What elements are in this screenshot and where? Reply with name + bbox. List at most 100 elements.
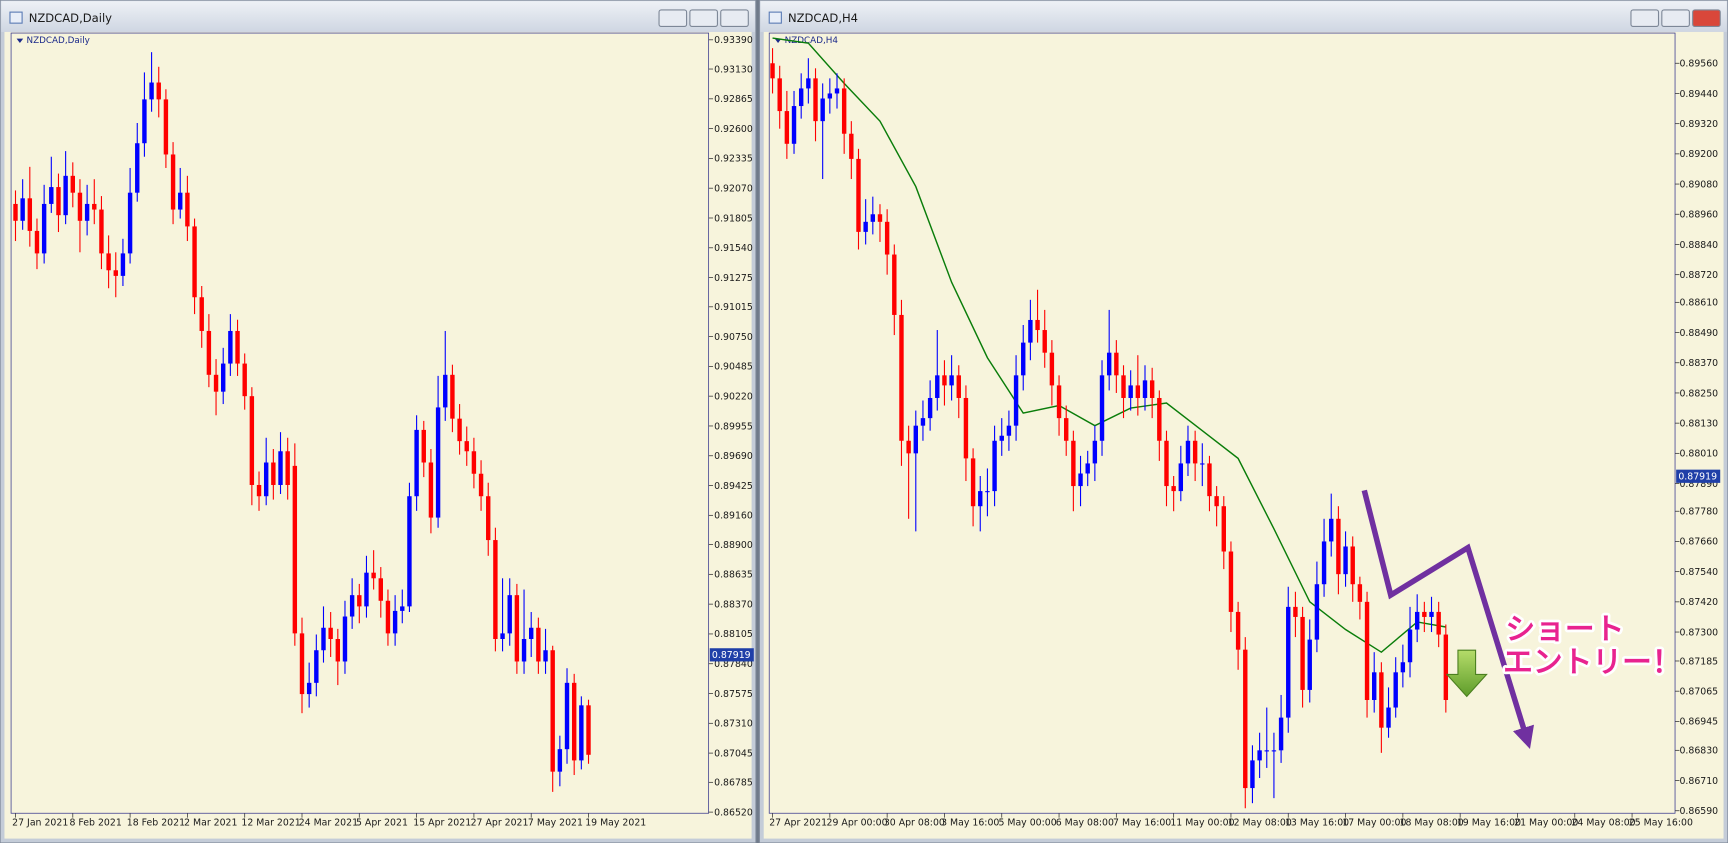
- candle-body: [1414, 611, 1420, 630]
- candle-body: [863, 221, 868, 232]
- candle-body: [1436, 611, 1441, 635]
- candle-body: [1386, 707, 1391, 728]
- x-tick-label: 15 Apr 2021: [413, 817, 471, 828]
- candle-body: [278, 451, 283, 485]
- candle-body: [1121, 375, 1126, 398]
- y-tick-label: 0.87310: [714, 719, 753, 730]
- candle-body: [1042, 330, 1047, 353]
- candle-body: [892, 254, 897, 315]
- candle-body: [378, 578, 383, 601]
- minimize-button[interactable]: [1630, 9, 1660, 27]
- candle-body: [27, 198, 33, 231]
- y-tick-label: 0.88105: [714, 629, 753, 640]
- close-button[interactable]: [720, 9, 749, 27]
- candle-body: [41, 203, 47, 254]
- restore-button[interactable]: [1661, 9, 1690, 27]
- trend-arrow: [1361, 489, 1535, 749]
- y-tick-label: 0.86520: [714, 807, 753, 818]
- candle-body: [770, 63, 775, 79]
- y-tick-label: 0.90220: [714, 391, 753, 402]
- x-tick-label: 24 May 08:00: [1571, 817, 1635, 828]
- y-tick-label: 0.91540: [714, 243, 753, 254]
- chart-window: NZDCAD,Daily NZDCAD,Daily 0.93390 0.93130 0.…: [0, 0, 757, 843]
- candle-body: [199, 297, 204, 331]
- candle-body: [428, 462, 434, 518]
- candle-body: [1078, 473, 1083, 487]
- candle-body: [942, 375, 947, 386]
- close-button[interactable]: [1692, 9, 1721, 27]
- candle-body: [99, 209, 104, 254]
- candle-body: [113, 270, 118, 276]
- minimize-button[interactable]: [658, 9, 688, 27]
- candle-body: [1235, 611, 1241, 650]
- moving-average: [772, 37, 1446, 654]
- candle-body: [464, 441, 469, 452]
- candle-body: [142, 99, 147, 144]
- candle-body: [870, 214, 876, 222]
- y-tick-label: 0.87065: [1679, 686, 1718, 697]
- candle-body: [963, 397, 969, 459]
- candle-body: [1006, 425, 1012, 436]
- candle-body: [70, 175, 75, 193]
- candle-body: [1393, 672, 1398, 708]
- chart-background: [4, 31, 752, 839]
- y-tick-label: 0.93130: [714, 64, 753, 75]
- y-tick-label: 0.88250: [1679, 388, 1718, 399]
- y-tick-label: 0.87780: [1679, 507, 1718, 518]
- y-tick-label: 0.88720: [1679, 270, 1718, 281]
- x-tick-label: 24 Mar 2021: [299, 817, 358, 828]
- restore-button[interactable]: [689, 9, 718, 27]
- candle-body: [906, 440, 911, 454]
- candle-body: [335, 638, 341, 662]
- candle-body: [1336, 518, 1341, 575]
- candle-body: [1429, 611, 1434, 617]
- x-tick-label: 27 Apr 2021: [471, 817, 529, 828]
- y-tick-label: 0.89080: [1679, 179, 1718, 190]
- y-tick-label: 0.92335: [714, 154, 753, 165]
- candle-body: [478, 473, 484, 497]
- candle-body: [407, 496, 412, 607]
- symbol-label: NZDCAD,Daily: [27, 36, 90, 46]
- x-tick-label: 25 May 16:00: [1629, 817, 1693, 828]
- x-tick-label: 30 Apr 08:00: [884, 817, 945, 828]
- y-tick-label: 0.89160: [714, 511, 753, 522]
- candle-body: [949, 375, 954, 386]
- candle-body: [500, 633, 505, 639]
- candle-body: [1379, 672, 1384, 728]
- y-tick-label: 0.89690: [714, 451, 753, 462]
- candle-body: [935, 375, 940, 398]
- x-tick-label: 6 May 08:00: [1056, 817, 1114, 828]
- candle-body: [49, 187, 54, 204]
- x-tick-label: 18 Feb 2021: [127, 817, 185, 828]
- candle-body: [1286, 606, 1291, 718]
- x-tick-label: 17 May 00:00: [1342, 817, 1406, 828]
- candle-body: [385, 600, 391, 634]
- candle-body: [213, 374, 219, 392]
- candle-body: [827, 93, 833, 99]
- candle-body: [1264, 750, 1269, 752]
- candle-body: [1028, 319, 1033, 343]
- candle-body: [256, 484, 262, 497]
- annotation-text: エントリー！: [1503, 645, 1682, 680]
- candle-body: [1064, 418, 1069, 441]
- candle-body: [235, 330, 240, 364]
- candle-body: [299, 633, 305, 695]
- candle-body: [1321, 541, 1327, 585]
- y-tick-label: 0.87890: [1679, 479, 1718, 490]
- y-tick-label: 0.86590: [1679, 806, 1718, 817]
- x-tick-label: 11 May 00:00: [1170, 817, 1234, 828]
- candle-body: [364, 572, 369, 607]
- candle-body: [1364, 601, 1370, 700]
- candle-body: [77, 192, 83, 221]
- candle-body: [292, 465, 298, 634]
- candle-body: [493, 540, 498, 639]
- candle-body: [1443, 634, 1449, 700]
- candle-body: [920, 418, 926, 426]
- candle-body: [791, 106, 797, 144]
- y-tick-label: 0.89440: [1679, 89, 1718, 100]
- y-tick-label: 0.88840: [1679, 240, 1718, 251]
- y-tick-label: 0.93390: [714, 35, 753, 46]
- candle-body: [507, 595, 512, 634]
- candle-body: [1300, 616, 1305, 690]
- candle-body: [1071, 440, 1076, 487]
